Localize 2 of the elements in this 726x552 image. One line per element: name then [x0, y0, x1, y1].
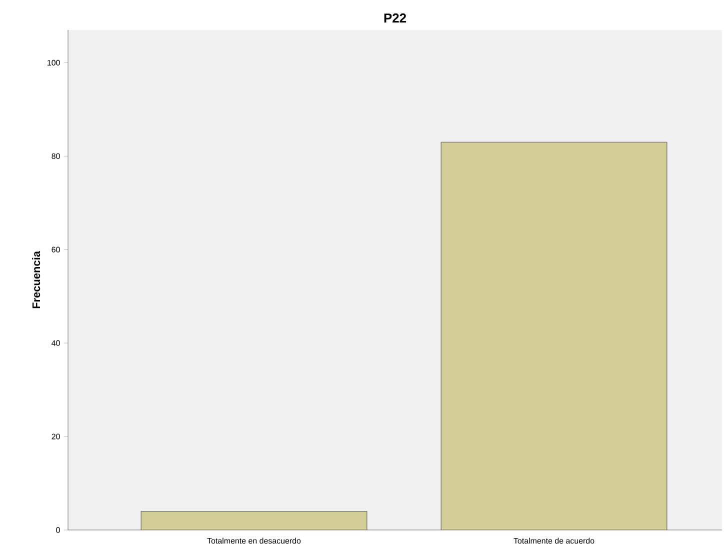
y-axis-title: Frecuencia [32, 250, 40, 308]
chart-title: P22 [384, 13, 406, 22]
